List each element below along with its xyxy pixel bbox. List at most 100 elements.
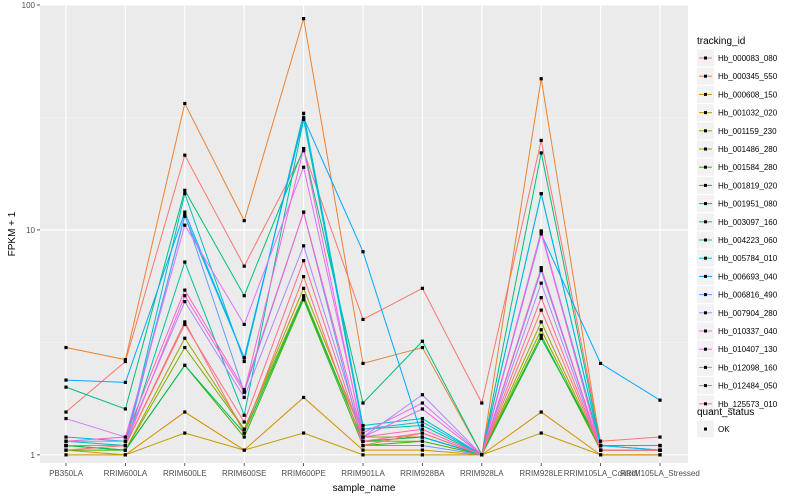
legend-point (704, 384, 707, 388)
data-point (183, 212, 187, 217)
x-axis: PB350LA RRIM600LA RRIM600LE RRIM600SE RRIM60… (49, 463, 700, 478)
legend-point (704, 365, 707, 369)
data-point (361, 361, 365, 366)
data-point (302, 259, 306, 263)
legend-point (704, 311, 707, 315)
data-point (183, 300, 187, 304)
y-tick-label: 10 (26, 226, 35, 235)
data-point (183, 210, 187, 214)
data-point (302, 146, 306, 151)
data-point (599, 361, 603, 366)
data-point (123, 443, 127, 448)
data-point (420, 339, 424, 343)
data-point (420, 416, 424, 421)
data-point (420, 393, 424, 397)
legend-label: Hb_010407_130 (718, 345, 778, 354)
data-point (302, 116, 306, 120)
data-point (420, 443, 424, 448)
data-point (480, 401, 484, 405)
legend-label: Hb_006816_490 (718, 291, 778, 300)
data-point (420, 401, 424, 405)
data-point (539, 320, 543, 324)
legend-point (704, 274, 707, 278)
data-point (361, 453, 365, 457)
data-point (361, 423, 365, 428)
data-point (539, 268, 543, 273)
legend-label: Hb_007904_280 (718, 309, 778, 318)
data-point (599, 443, 603, 448)
data-point (480, 453, 484, 457)
data-point (64, 385, 68, 389)
data-point (599, 439, 603, 443)
legend-point (704, 347, 707, 351)
x-tick-label: RRIM600PE (281, 469, 325, 478)
x-tick-label: RRIM600LE (163, 469, 207, 478)
data-point (183, 336, 187, 340)
data-point (361, 401, 365, 405)
data-point (242, 294, 246, 298)
data-point (183, 431, 187, 435)
data-point (420, 407, 424, 411)
data-point (242, 420, 246, 424)
data-point (420, 423, 424, 428)
data-point (361, 317, 365, 322)
data-point (242, 427, 246, 431)
data-point (539, 308, 543, 312)
data-point (420, 453, 424, 457)
legend-shape-title: quant_status (697, 407, 754, 418)
legend-point (704, 92, 707, 96)
data-point (242, 390, 246, 394)
data-point (242, 413, 246, 417)
legend-label: Hb_000345_550 (718, 72, 778, 81)
x-tick-label: RRIM928BA (400, 469, 445, 478)
data-point (64, 416, 68, 421)
legend-point (704, 183, 707, 187)
data-point (302, 431, 306, 435)
data-point (302, 275, 306, 279)
data-point (420, 448, 424, 452)
data-point (361, 427, 365, 431)
legend-shape-point (704, 427, 707, 431)
legend-items: Hb_000083_080 Hb_000345_550 Hb_000608_150 H… (697, 49, 778, 413)
data-point (361, 250, 365, 254)
data-point (123, 380, 127, 384)
data-point (64, 435, 68, 439)
data-point (242, 448, 246, 452)
data-point (183, 294, 187, 298)
data-point (539, 231, 543, 235)
data-point (539, 328, 543, 332)
legend-label: Hb_004223_060 (718, 236, 778, 245)
data-point (361, 443, 365, 448)
data-point (64, 345, 68, 350)
legend-point (704, 165, 707, 169)
data-point (123, 358, 127, 362)
data-point (183, 101, 187, 106)
legend-point (704, 293, 707, 297)
y-axis: 1 10 100 (22, 1, 40, 460)
x-axis-title: sample_name (333, 483, 396, 494)
x-tick-label: RRIM901LA (341, 469, 385, 478)
legend: tracking_id Hb_000083_080Hb_000345_550Hb… (697, 36, 778, 438)
data-point (242, 322, 246, 327)
legend-label: Hb_012098_160 (718, 363, 778, 372)
data-point (64, 439, 68, 443)
data-point (539, 296, 543, 300)
data-point (420, 427, 424, 431)
data-point (302, 286, 306, 290)
legend-label: Hb_000608_150 (718, 90, 778, 99)
data-point (302, 395, 306, 400)
legend-label: Hb_005784_010 (718, 254, 778, 263)
data-point (242, 395, 246, 400)
data-point (242, 356, 246, 360)
legend-point (704, 202, 707, 206)
data-point (539, 431, 543, 435)
data-point (658, 453, 662, 457)
legend-point (704, 147, 707, 151)
data-point (183, 410, 187, 414)
data-point (539, 192, 543, 196)
legend-point (704, 111, 707, 115)
legend-label: Hb_001159_230 (718, 127, 777, 136)
legend-point (704, 74, 707, 78)
data-point (599, 448, 603, 452)
y-tick-label: 100 (22, 1, 36, 10)
